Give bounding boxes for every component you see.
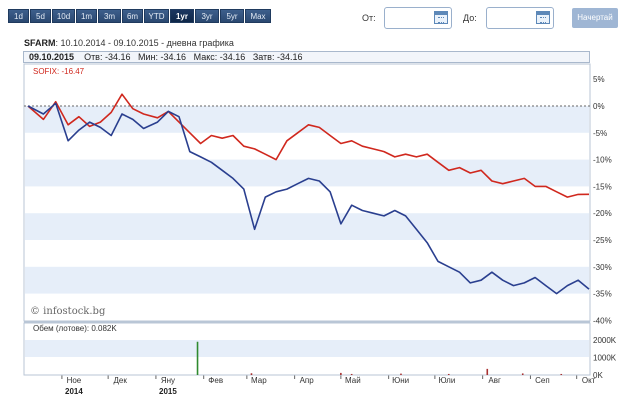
from-date-field[interactable] bbox=[384, 7, 452, 29]
volume-bar bbox=[250, 373, 253, 375]
period-button-1yr[interactable]: 1yr bbox=[170, 9, 194, 23]
period-button-1d[interactable]: 1d bbox=[8, 9, 29, 23]
y-tick-label: -35% bbox=[593, 290, 612, 299]
period-button-10d[interactable]: 10d bbox=[52, 9, 75, 23]
x-tick-label: Юли bbox=[438, 376, 455, 385]
y-tick-label: -5% bbox=[593, 129, 607, 138]
series-line-sfarm bbox=[27, 102, 590, 295]
x-tick-label: Май bbox=[345, 376, 361, 385]
quote-bar: 09.10.2015 Отв: -34.16 Мин: -34.16 Макс:… bbox=[23, 51, 590, 63]
x-tick-label: Апр bbox=[300, 376, 315, 385]
range-text: : 10.10.2014 - 09.10.2015 - дневна графи… bbox=[55, 38, 234, 48]
calendar-icon[interactable] bbox=[434, 11, 448, 24]
x-tick-label: Ное bbox=[67, 376, 82, 385]
volume-bar bbox=[447, 373, 450, 375]
from-label: От: bbox=[362, 13, 376, 23]
period-button-5yr[interactable]: 5yr bbox=[220, 9, 244, 23]
min-label: Мин: bbox=[138, 52, 159, 62]
close-value: -34.16 bbox=[276, 52, 303, 62]
y-tick-label: 5% bbox=[593, 75, 605, 84]
y-tick-label: -20% bbox=[593, 209, 612, 218]
volume-tick-label: 1000K bbox=[593, 354, 617, 363]
period-button-3yr[interactable]: 3yr bbox=[195, 9, 219, 23]
close-label: Затв: bbox=[252, 52, 275, 62]
volume-bar bbox=[196, 341, 199, 375]
x-tick-label: Фев bbox=[208, 376, 223, 385]
y-tick-label: -30% bbox=[593, 263, 612, 272]
toolbar: 1d 5d 10d 1m 3m 6m YTD 1yr 3yr 5yr Max bbox=[0, 0, 630, 34]
volume-tick-label: 0K bbox=[593, 371, 603, 380]
calendar-icon[interactable] bbox=[536, 11, 550, 24]
grid-band bbox=[25, 340, 589, 357]
open-value: -34.16 bbox=[104, 52, 131, 62]
x-year-label: 2015 bbox=[159, 387, 177, 396]
symbol-label: SFARM bbox=[24, 38, 56, 48]
x-tick-label: Юни bbox=[392, 376, 409, 385]
open-label: Отв: bbox=[84, 52, 103, 62]
x-tick-label: Авг bbox=[488, 376, 501, 385]
y-tick-label: -10% bbox=[593, 156, 612, 165]
volume-bar bbox=[486, 368, 489, 375]
y-tick-label: -25% bbox=[593, 236, 612, 245]
x-tick-label: Мар bbox=[251, 376, 267, 385]
draw-button[interactable]: Начертай bbox=[572, 8, 618, 28]
max-label: Макс: bbox=[193, 52, 218, 62]
grid-band bbox=[25, 266, 589, 294]
volume-bar bbox=[521, 373, 524, 375]
grid-band bbox=[25, 106, 589, 133]
quote-date: 09.10.2015 bbox=[29, 52, 75, 62]
grid-band bbox=[25, 213, 589, 240]
volume-tick-label: 2000K bbox=[593, 336, 617, 345]
watermark: © infostock.bg bbox=[30, 306, 106, 317]
x-tick-label: Сеп bbox=[535, 376, 550, 385]
period-button-1m[interactable]: 1m bbox=[76, 9, 97, 23]
chart-header: SFARM: 10.10.2014 - 09.10.2015 - дневна … bbox=[24, 38, 234, 48]
x-tick-label: Яну bbox=[161, 376, 175, 385]
grid-band bbox=[25, 159, 589, 187]
period-button-3m[interactable]: 3m bbox=[98, 9, 121, 23]
period-button-5d[interactable]: 5d bbox=[30, 9, 51, 23]
period-button-ytd[interactable]: YTD bbox=[144, 9, 169, 23]
to-date-field[interactable] bbox=[486, 7, 554, 29]
min-value: -34.16 bbox=[160, 52, 187, 62]
x-tick-label: Дек bbox=[113, 376, 127, 385]
max-value: -34.16 bbox=[219, 52, 246, 62]
volume-bar bbox=[400, 373, 402, 375]
series-line-sofix bbox=[27, 93, 590, 198]
x-tick-label: Окт bbox=[582, 376, 596, 385]
volume-bar bbox=[350, 373, 353, 375]
y-tick-label: -40% bbox=[593, 316, 612, 325]
period-button-6m[interactable]: 6m bbox=[122, 9, 143, 23]
volume-bar bbox=[560, 373, 563, 375]
sofix-legend: SOFIX: -16.47 bbox=[33, 67, 85, 76]
volume-label: Обем (лотове): 0.082K bbox=[33, 324, 117, 333]
period-button-max[interactable]: Max bbox=[245, 9, 271, 23]
volume-bar bbox=[340, 372, 342, 375]
to-label: До: bbox=[463, 13, 477, 23]
x-year-label: 2014 bbox=[65, 387, 83, 396]
y-tick-label: 0% bbox=[593, 102, 605, 111]
y-tick-label: -15% bbox=[593, 182, 612, 191]
